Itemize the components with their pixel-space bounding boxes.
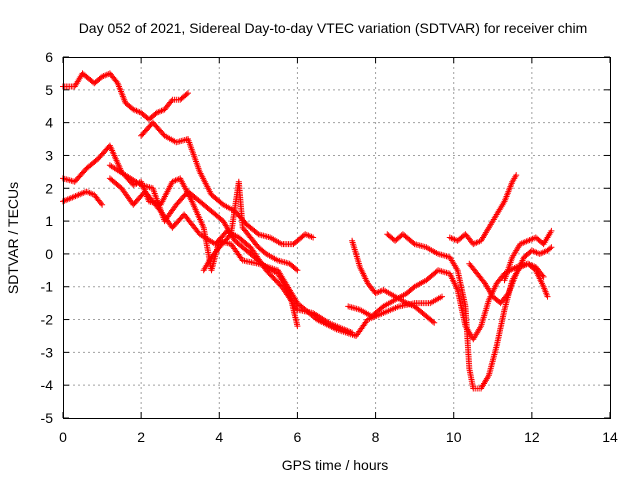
series-6 — [138, 119, 317, 248]
data-point — [548, 227, 555, 234]
data-point — [168, 98, 175, 105]
series-7 — [200, 178, 301, 274]
x-tick-label: 0 — [59, 429, 67, 445]
y-tick-label: 5 — [45, 82, 53, 98]
data-point — [99, 201, 106, 208]
data-point — [429, 318, 436, 325]
data-point — [544, 293, 551, 300]
data-point — [480, 279, 487, 285]
y-tick-label: 1 — [45, 213, 53, 229]
y-tick-label: 6 — [45, 49, 53, 65]
chart-title: Day 052 of 2021, Sidereal Day-to-day VTE… — [79, 20, 588, 36]
x-tick-label: 4 — [215, 429, 223, 445]
x-tick-label: 2 — [137, 429, 145, 445]
y-tick-label: -3 — [41, 344, 54, 360]
data-point — [310, 234, 317, 241]
data-markers — [60, 70, 555, 392]
data-point — [431, 319, 438, 326]
data-point — [185, 90, 191, 97]
data-point — [513, 172, 520, 179]
series-1 — [60, 70, 191, 123]
data-point — [294, 267, 301, 274]
series-11 — [446, 172, 520, 248]
data-point — [294, 323, 301, 330]
data-point — [183, 91, 190, 98]
series-13 — [501, 227, 555, 284]
data-point — [439, 293, 445, 300]
y-tick-label: 4 — [45, 115, 53, 131]
data-point — [98, 200, 104, 207]
x-tick-label: 14 — [602, 429, 618, 445]
y-tick-label: -5 — [41, 410, 54, 426]
data-point — [293, 266, 300, 273]
y-tick-label: -4 — [41, 377, 54, 393]
series-12 — [466, 244, 555, 307]
x-axis-label: GPS time / hours — [282, 457, 389, 473]
data-point — [226, 232, 233, 239]
data-point — [548, 244, 555, 251]
x-tick-label: 6 — [294, 429, 302, 445]
data-point — [547, 245, 554, 252]
x-tick-labels: 0 2 4 6 8 10 12 14 — [59, 429, 618, 445]
x-tick-label: 8 — [372, 429, 380, 445]
y-tick-label: 2 — [45, 180, 53, 196]
y-axis-label: SDTVAR / TECUs — [5, 182, 21, 294]
y-tick-label: 3 — [45, 147, 53, 163]
x-tick-label: 12 — [524, 429, 540, 445]
y-tick-label: 0 — [45, 246, 53, 262]
data-point — [349, 329, 356, 336]
series-8 — [349, 237, 438, 326]
y-tick-label: -2 — [41, 312, 54, 328]
plot-frame — [63, 57, 611, 419]
grid — [63, 57, 610, 418]
y-tick-label: -1 — [41, 279, 54, 295]
y-tick-labels: 6 5 4 3 2 1 0 -1 -2 -3 -4 -5 — [41, 49, 54, 426]
series-2 — [60, 188, 106, 208]
x-tick-label: 10 — [446, 429, 462, 445]
